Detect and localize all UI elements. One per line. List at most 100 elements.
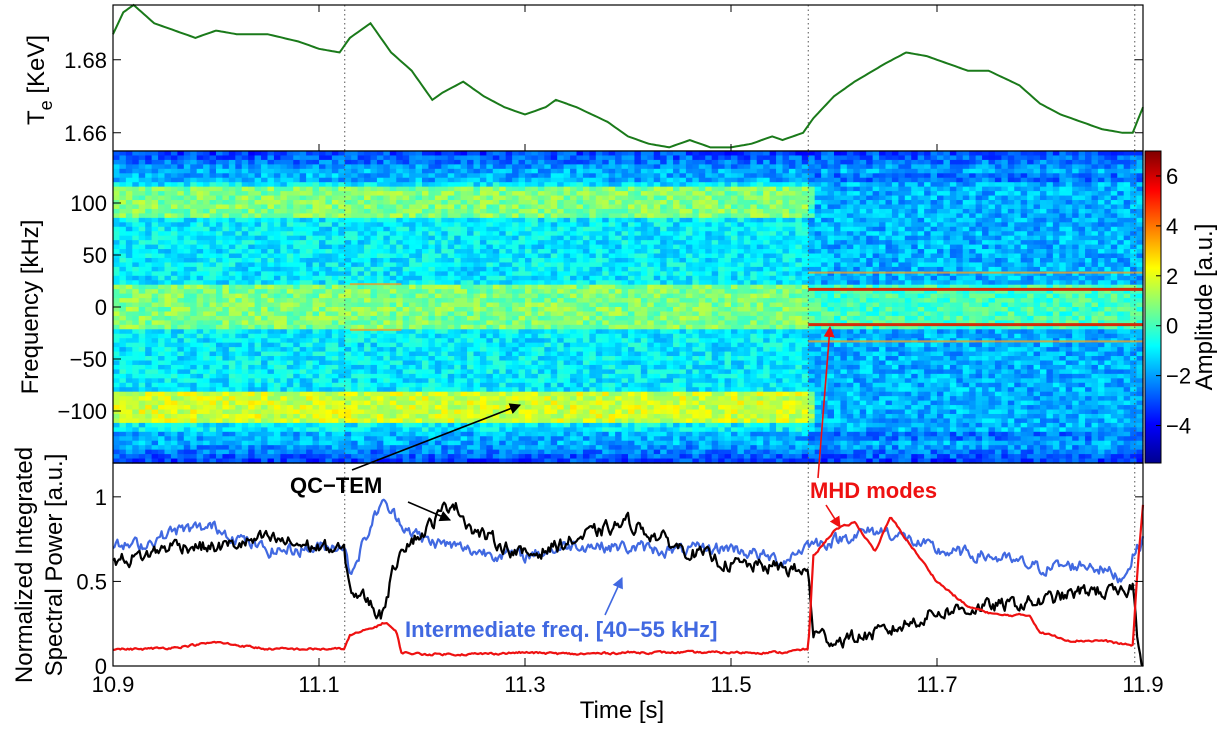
heatmap-cell bbox=[518, 391, 526, 397]
heatmap-cell bbox=[209, 195, 217, 201]
heatmap-cell bbox=[525, 422, 533, 428]
heatmap-cell bbox=[312, 217, 320, 223]
heatmap-cell bbox=[151, 240, 159, 246]
heatmap-cell bbox=[344, 413, 352, 420]
heatmap-cell bbox=[338, 409, 346, 415]
heatmap-cell bbox=[525, 213, 533, 219]
heatmap-cell bbox=[402, 440, 410, 446]
heatmap-cell bbox=[267, 413, 275, 420]
heatmap-cell bbox=[544, 369, 552, 375]
heatmap-cell bbox=[306, 235, 314, 241]
heatmap-cell bbox=[331, 262, 339, 268]
heatmap-cell bbox=[164, 418, 172, 424]
heatmap-cell bbox=[209, 155, 217, 161]
heatmap-cell bbox=[537, 364, 545, 370]
heatmap-cell bbox=[479, 440, 487, 446]
heatmap-cell bbox=[389, 431, 397, 437]
heatmap-cell bbox=[151, 409, 159, 415]
heatmap-cell bbox=[447, 231, 455, 237]
heatmap-cell bbox=[376, 235, 384, 241]
heatmap-cell bbox=[376, 454, 384, 460]
heatmap-cell bbox=[383, 311, 391, 317]
heatmap-cell bbox=[319, 413, 327, 420]
heatmap-cell bbox=[183, 320, 191, 326]
heatmap-cell bbox=[370, 364, 378, 370]
heatmap-cell bbox=[563, 307, 571, 313]
heatmap-cell bbox=[145, 422, 153, 428]
heatmap-cell bbox=[409, 222, 417, 228]
heatmap-cell bbox=[370, 222, 378, 228]
heatmap-cell bbox=[557, 422, 565, 428]
heatmap-cell bbox=[254, 382, 262, 388]
heatmap-cell bbox=[344, 351, 352, 357]
heatmap-cell bbox=[563, 275, 571, 281]
heatmap-cell bbox=[544, 436, 552, 442]
heatmap-cell bbox=[351, 347, 359, 353]
heatmap-cell bbox=[138, 454, 146, 460]
heatmap-cell bbox=[357, 182, 365, 188]
heatmap-cell bbox=[454, 413, 462, 420]
heatmap-cell bbox=[319, 271, 327, 277]
heatmap-cell bbox=[164, 289, 172, 295]
heatmap-cell bbox=[512, 307, 520, 313]
heatmap-cell bbox=[196, 387, 204, 393]
heatmap-cell bbox=[441, 213, 449, 219]
ytick-label: 1.68 bbox=[64, 48, 107, 73]
heatmap-cell bbox=[267, 342, 275, 348]
heatmap-cell bbox=[293, 280, 301, 286]
heatmap-cell bbox=[280, 449, 288, 455]
heatmap-cell bbox=[248, 271, 256, 277]
heatmap-cell bbox=[537, 391, 545, 397]
heatmap-cell bbox=[499, 253, 507, 259]
heatmap-cell bbox=[286, 311, 294, 317]
heatmap-cell bbox=[248, 396, 256, 402]
heatmap-cell bbox=[286, 213, 294, 219]
heatmap-cell bbox=[254, 360, 262, 366]
heatmap-cell bbox=[158, 244, 166, 250]
heatmap-cell bbox=[203, 208, 211, 214]
heatmap-cell bbox=[306, 320, 314, 326]
heatmap-cell bbox=[364, 257, 372, 264]
heatmap-cell bbox=[273, 164, 281, 170]
heatmap-cell bbox=[370, 159, 378, 165]
heatmap-cell bbox=[370, 262, 378, 268]
heatmap-cell bbox=[228, 159, 236, 165]
heatmap-cell bbox=[177, 338, 185, 344]
heatmap-cell bbox=[557, 182, 565, 188]
heatmap-cell bbox=[254, 240, 262, 246]
heatmap-cell bbox=[441, 409, 449, 415]
heatmap-cell bbox=[428, 369, 436, 375]
heatmap-cell bbox=[273, 280, 281, 286]
heatmap-cell bbox=[428, 266, 436, 272]
heatmap-cell bbox=[370, 413, 378, 420]
heatmap-cell bbox=[138, 373, 146, 379]
heatmap-cell bbox=[312, 320, 320, 326]
heatmap-cell bbox=[518, 333, 526, 339]
heatmap-cell bbox=[550, 262, 558, 268]
heatmap-cell bbox=[170, 275, 178, 281]
heatmap-cell bbox=[415, 356, 423, 362]
heatmap-cell bbox=[209, 333, 217, 339]
heatmap-cell bbox=[467, 284, 475, 290]
heatmap-cell bbox=[422, 400, 430, 406]
heatmap-cell bbox=[158, 324, 166, 330]
heatmap-cell bbox=[357, 284, 365, 290]
heatmap-cell bbox=[383, 298, 391, 304]
heatmap-cell bbox=[441, 275, 449, 281]
heatmap-cell bbox=[460, 378, 468, 384]
heatmap-cell bbox=[125, 217, 133, 223]
heatmap-cell bbox=[428, 427, 436, 433]
heatmap-cell bbox=[228, 333, 236, 339]
heatmap-cell bbox=[351, 222, 359, 228]
heatmap-cell bbox=[261, 436, 269, 442]
heatmap-cell bbox=[351, 378, 359, 384]
heatmap-cell bbox=[479, 182, 487, 188]
heatmap-cell bbox=[338, 240, 346, 246]
heatmap-cell bbox=[473, 454, 481, 460]
heatmap-cell bbox=[454, 289, 462, 295]
heatmap-cell bbox=[338, 200, 346, 206]
heatmap-cell bbox=[428, 454, 436, 460]
heatmap-cell bbox=[396, 382, 404, 388]
heatmap-cell bbox=[273, 449, 281, 455]
heatmap-cell bbox=[428, 262, 436, 268]
